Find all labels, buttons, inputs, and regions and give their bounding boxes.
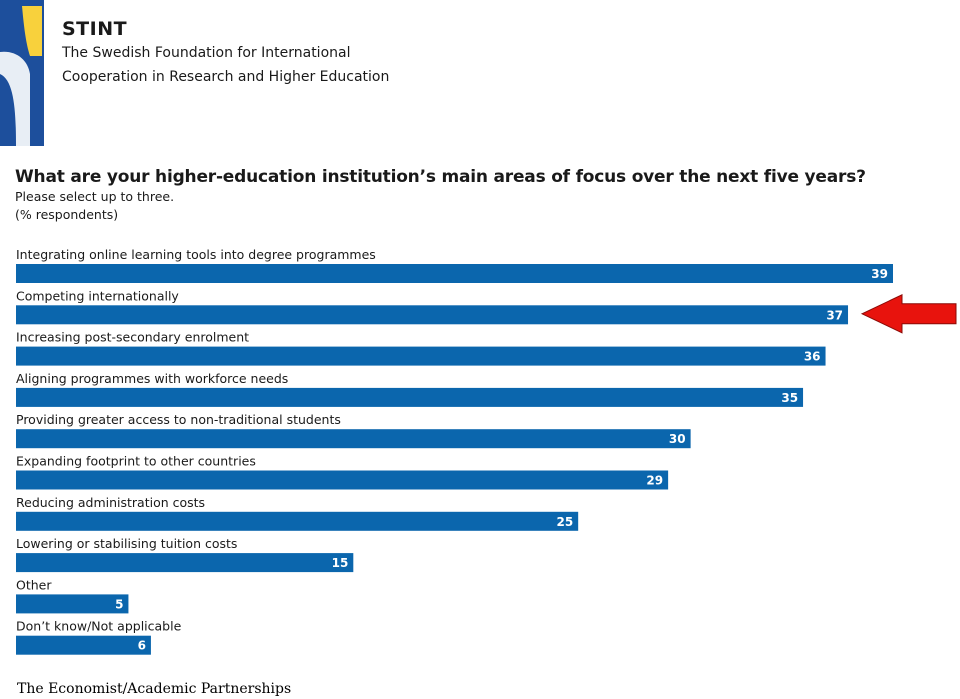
bar bbox=[16, 387, 804, 407]
value-label: 5 bbox=[115, 597, 123, 611]
value-label: 39 bbox=[871, 267, 888, 281]
bar bbox=[16, 429, 691, 449]
category-label: Expanding footprint to other countries bbox=[16, 454, 256, 469]
bar bbox=[16, 511, 579, 531]
category-label: Integrating online learning tools into d… bbox=[16, 247, 376, 262]
chart-subtitle: Please select up to three. bbox=[15, 189, 175, 204]
source-credit: The Economist/Academic Partnerships bbox=[17, 681, 292, 697]
org-tagline-line2: Cooperation in Research and Higher Educa… bbox=[62, 69, 390, 85]
logo-white-curve bbox=[0, 51, 30, 146]
chart-unit-note: (% respondents) bbox=[15, 207, 119, 222]
value-label: 35 bbox=[781, 391, 798, 405]
category-label: Increasing post-secondary enrolment bbox=[16, 330, 249, 345]
bar bbox=[16, 553, 354, 573]
category-label: Other bbox=[16, 577, 52, 592]
value-label: 37 bbox=[826, 308, 843, 322]
value-label: 30 bbox=[669, 432, 686, 446]
category-label: Reducing administration costs bbox=[16, 495, 205, 510]
value-label: 15 bbox=[332, 556, 349, 570]
value-label: 6 bbox=[138, 639, 146, 653]
category-label: Don’t know/Not applicable bbox=[16, 619, 182, 634]
category-label: Providing greater access to non-traditio… bbox=[16, 412, 341, 427]
stint-logo bbox=[0, 0, 44, 146]
bar bbox=[16, 594, 129, 614]
value-label: 36 bbox=[804, 350, 821, 364]
category-label: Lowering or stabilising tuition costs bbox=[16, 536, 237, 551]
logo-yellow-shape bbox=[22, 6, 42, 56]
bar bbox=[16, 305, 849, 325]
bar bbox=[16, 470, 669, 490]
chart-title: What are your higher-education instituti… bbox=[15, 167, 866, 187]
bar bbox=[16, 635, 151, 655]
org-tagline-line1: The Swedish Foundation for International bbox=[62, 45, 351, 61]
org-name: STINT bbox=[62, 18, 128, 40]
value-label: 29 bbox=[646, 474, 663, 488]
highlight-arrow-icon bbox=[860, 294, 957, 334]
bars-layer: Integrating online learning tools into d… bbox=[16, 247, 893, 655]
bar bbox=[16, 346, 826, 366]
category-label: Aligning programmes with workforce needs bbox=[16, 371, 288, 386]
value-label: 25 bbox=[556, 515, 573, 529]
bar bbox=[16, 264, 893, 283]
category-label: Competing internationally bbox=[16, 288, 179, 303]
